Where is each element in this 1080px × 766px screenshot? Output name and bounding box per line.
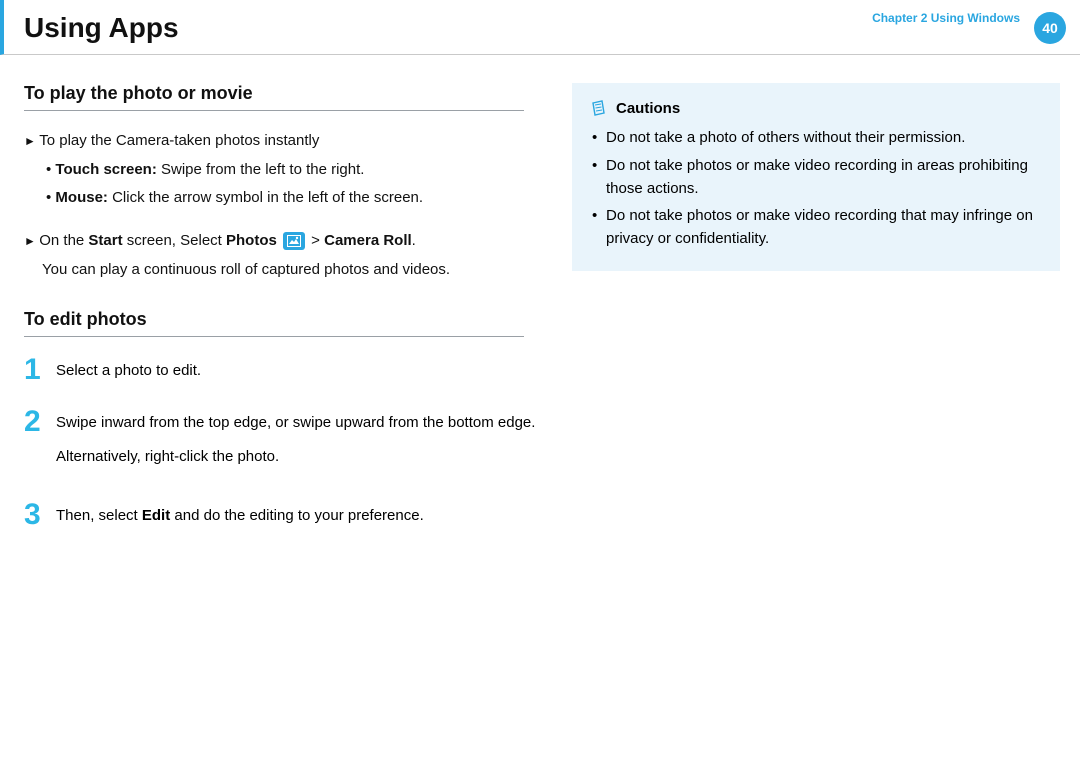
page-number-badge: 40 (1034, 12, 1066, 44)
start-bold-3: Camera Roll (324, 232, 412, 249)
photos-app-icon (283, 232, 305, 250)
start-line: On the Start screen, Select Photos > Cam… (24, 229, 544, 252)
touch-text: Swipe from the left to the right. (157, 161, 365, 178)
section-label: Using Windows (931, 11, 1020, 25)
step-2: 2 Swipe inward from the top edge, or swi… (24, 407, 544, 478)
play-intro-line: To play the Camera-taken photos instantl… (24, 129, 544, 152)
step-1: 1 Select a photo to edit. (24, 355, 544, 385)
step-3-pre: Then, select (56, 507, 142, 524)
chapter-label: Chapter 2 (872, 11, 927, 25)
cautions-list: Do not take a photo of others without th… (590, 126, 1042, 250)
step-2-text: Swipe inward from the top edge, or swipe… (56, 407, 544, 478)
step-3: 3 Then, select Edit and do the editing t… (24, 500, 544, 530)
step-1-text: Select a photo to edit. (56, 355, 544, 385)
play-block-1: To play the Camera-taken photos instantl… (24, 129, 544, 209)
start-pre: On the (39, 232, 88, 249)
step-3-number: 3 (24, 500, 56, 530)
step-2-line-b: Alternatively, right-click the photo. (56, 445, 544, 468)
page-number: 40 (1042, 20, 1058, 36)
touch-label: Touch screen: (55, 161, 156, 178)
right-column: Cautions Do not take a photo of others w… (572, 83, 1060, 552)
start-mid: screen, Select (123, 232, 226, 249)
cautions-heading: Cautions (590, 97, 1042, 120)
step-2-number: 2 (24, 407, 56, 478)
step-3-bold: Edit (142, 507, 170, 524)
note-icon (590, 100, 608, 118)
mouse-text: Click the arrow symbol in the left of th… (108, 189, 423, 206)
play-block-2: On the Start screen, Select Photos > Cam… (24, 229, 544, 282)
caution-item-2: Do not take photos or make video recordi… (590, 154, 1042, 201)
caution-item-1: Do not take a photo of others without th… (590, 126, 1042, 149)
mouse-line: Mouse: Click the arrow symbol in the lef… (46, 186, 544, 209)
mouse-label: Mouse: (55, 189, 108, 206)
touch-line: Touch screen: Swipe from the left to the… (46, 158, 544, 181)
page-header: Using Apps Chapter 2 Using Windows 40 (0, 0, 1080, 55)
start-sub-line: You can play a continuous roll of captur… (42, 258, 544, 281)
step-2-line-a: Swipe inward from the top edge, or swipe… (56, 411, 544, 434)
start-bold-2: Photos (226, 232, 277, 249)
content-area: To play the photo or movie To play the C… (0, 55, 1080, 552)
start-bold-1: Start (88, 232, 122, 249)
caution-item-3: Do not take photos or make video recordi… (590, 204, 1042, 251)
cautions-label: Cautions (616, 97, 680, 120)
left-column: To play the photo or movie To play the C… (24, 83, 544, 552)
page-title: Using Apps (4, 0, 1080, 55)
heading-play: To play the photo or movie (24, 83, 524, 111)
header-meta: Chapter 2 Using Windows (872, 10, 1020, 26)
step-3-post: and do the editing to your preference. (170, 507, 424, 524)
step-3-text: Then, select Edit and do the editing to … (56, 500, 544, 530)
step-1-number: 1 (24, 355, 56, 385)
cautions-box: Cautions Do not take a photo of others w… (572, 83, 1060, 271)
start-gt: > (307, 232, 324, 249)
start-period: . (412, 232, 416, 249)
heading-edit: To edit photos (24, 309, 524, 337)
